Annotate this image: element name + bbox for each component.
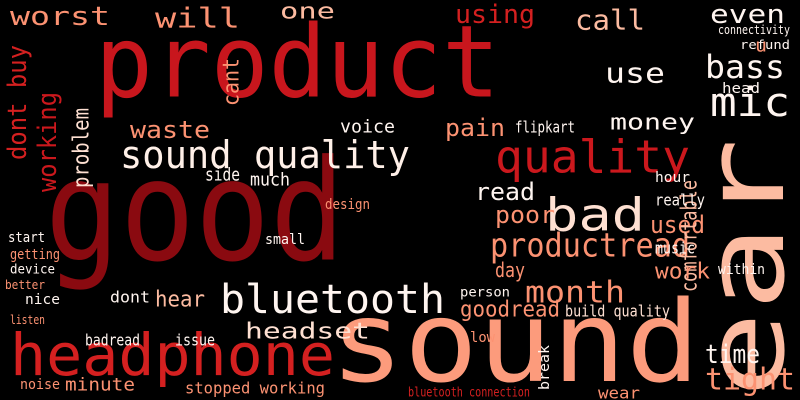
word: voice [340,117,395,138]
word: comfortable [678,180,703,292]
word: hour [655,170,690,186]
word: waste [130,116,210,144]
word: music [655,239,695,258]
word: quality [495,131,690,184]
word: headset [245,320,370,345]
word: headphone [10,321,335,389]
word: flipkart [515,118,575,137]
word: bluetooth connection [408,386,530,400]
word: minute [65,375,135,396]
word: month [525,276,625,311]
word: build quality [565,302,670,321]
word: poor [495,201,555,229]
word: using [455,0,535,30]
word: ear [681,138,800,398]
word: time [705,340,760,370]
word: problem [70,108,95,188]
word: u [755,36,767,57]
word: one [280,0,335,25]
word: goodread [460,298,560,323]
word: within [718,262,765,278]
word: noise [20,377,60,393]
word: worst [10,2,110,32]
word: bluetooth [220,277,445,323]
word: use [605,57,665,90]
word: better [5,278,45,292]
word: dont buy [3,45,33,160]
word: bad [545,189,645,242]
word: badread [85,331,140,350]
word: refund [740,38,790,52]
word: break [537,344,553,390]
word: money [610,111,695,136]
word: hear [155,288,205,313]
word: head [722,81,760,97]
word: call [575,4,645,37]
word: stopped working [185,379,325,398]
word: really [655,191,705,210]
word: mic [710,80,790,126]
word: low [470,330,496,346]
word: even [710,0,785,30]
word: cant [220,58,245,106]
word: sound quality [120,133,410,177]
word: dont [110,288,150,307]
word: nice [25,292,60,308]
word: small [265,232,305,248]
word: wear [598,384,640,400]
word: pain [445,114,505,142]
word: listen [10,313,45,327]
word: person [460,286,510,301]
word: read [475,178,535,206]
word: connectivity [718,23,790,37]
word: will [155,2,240,35]
word: used [650,211,705,239]
word: getting [10,247,60,263]
word: much [250,170,290,191]
word: design [325,197,370,213]
word: working [33,92,63,192]
word: day [495,258,525,282]
word: start [8,230,45,246]
word: work [655,260,710,285]
word: bass [705,48,785,86]
word: issue [175,331,215,350]
word: good [45,131,345,294]
word: product [95,4,500,121]
word: side [205,165,240,186]
word: tight [705,363,795,398]
word: productread [490,226,690,265]
word: sound [330,278,700,400]
word: device [10,263,55,278]
